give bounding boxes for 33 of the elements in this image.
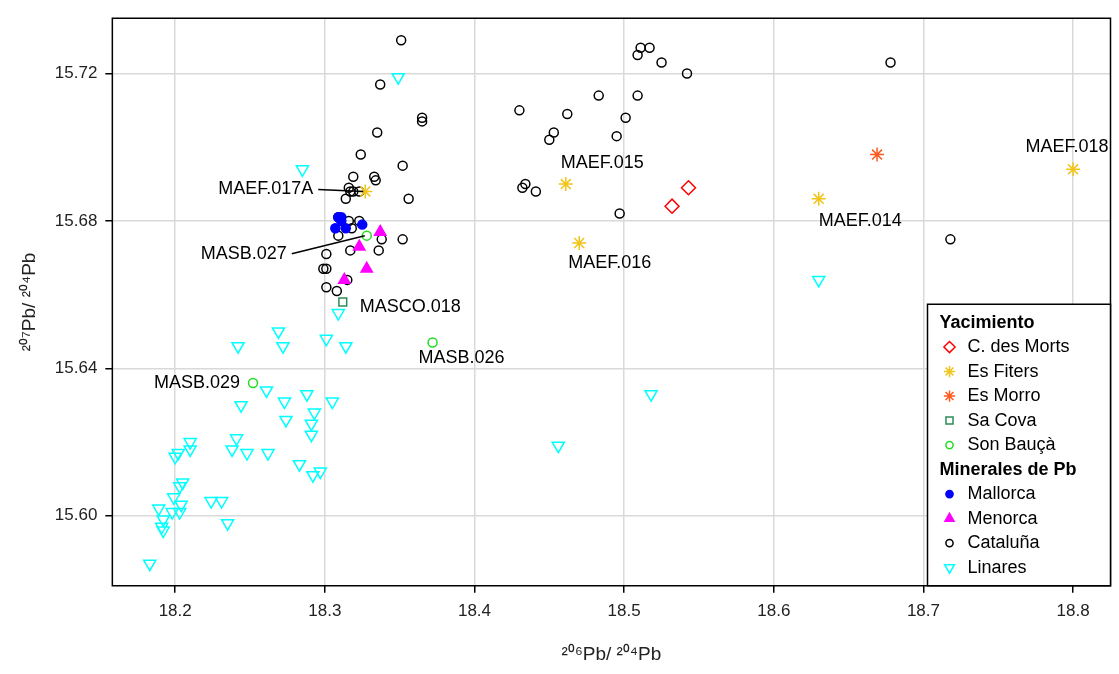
legend-label: Es Fiters — [967, 360, 1039, 381]
x-tick-label: 18.5 — [607, 600, 641, 620]
annotation: MASB.026 — [418, 346, 505, 367]
x-tick-label: 18.3 — [308, 600, 342, 620]
x-axis-title: ²⁰⁶Pb/ ²⁰⁴Pb — [561, 642, 662, 664]
legend-label: C. des Morts — [967, 336, 1070, 357]
annotation: MASB.029 — [153, 372, 241, 393]
legend-label: Sa Cova — [967, 409, 1038, 430]
legend-label: Linares — [967, 556, 1027, 577]
y-tick-label: 15.60 — [54, 505, 98, 525]
x-tick-label: 18.7 — [906, 600, 940, 620]
x-tick-label: 18.2 — [158, 600, 192, 620]
annotation: MAEF.017A — [218, 178, 314, 199]
annotation: MAEF.014 — [818, 209, 902, 230]
legend-label: Son Bauçà — [967, 434, 1057, 455]
legend-label: Menorca — [967, 507, 1039, 528]
y-tick-label: 15.68 — [54, 210, 98, 230]
x-tick-label: 18.8 — [1056, 600, 1090, 620]
legend-title: Yacimiento — [939, 311, 1035, 332]
y-tick-label: 15.64 — [54, 358, 98, 378]
legend-label: Cataluña — [967, 532, 1041, 553]
annotation: MASB.027 — [200, 242, 287, 263]
y-axis-title: ²⁰⁷Pb/ ²⁰⁴Pb — [17, 252, 39, 352]
x-tick-label: 18.4 — [457, 600, 492, 620]
legend-label: Es Morro — [967, 385, 1041, 406]
annotation: MAEF.015 — [560, 152, 644, 173]
annotation: MASCO.018 — [359, 295, 461, 316]
annotation: MAEF.018 — [1025, 136, 1109, 157]
legend-label: Mallorca — [967, 483, 1037, 504]
x-tick-label: 18.6 — [757, 600, 791, 620]
annotation: Minerales de Pb — [939, 458, 1077, 479]
y-tick-label: 15.72 — [54, 63, 98, 83]
annotation: MAEF.016 — [568, 252, 652, 272]
